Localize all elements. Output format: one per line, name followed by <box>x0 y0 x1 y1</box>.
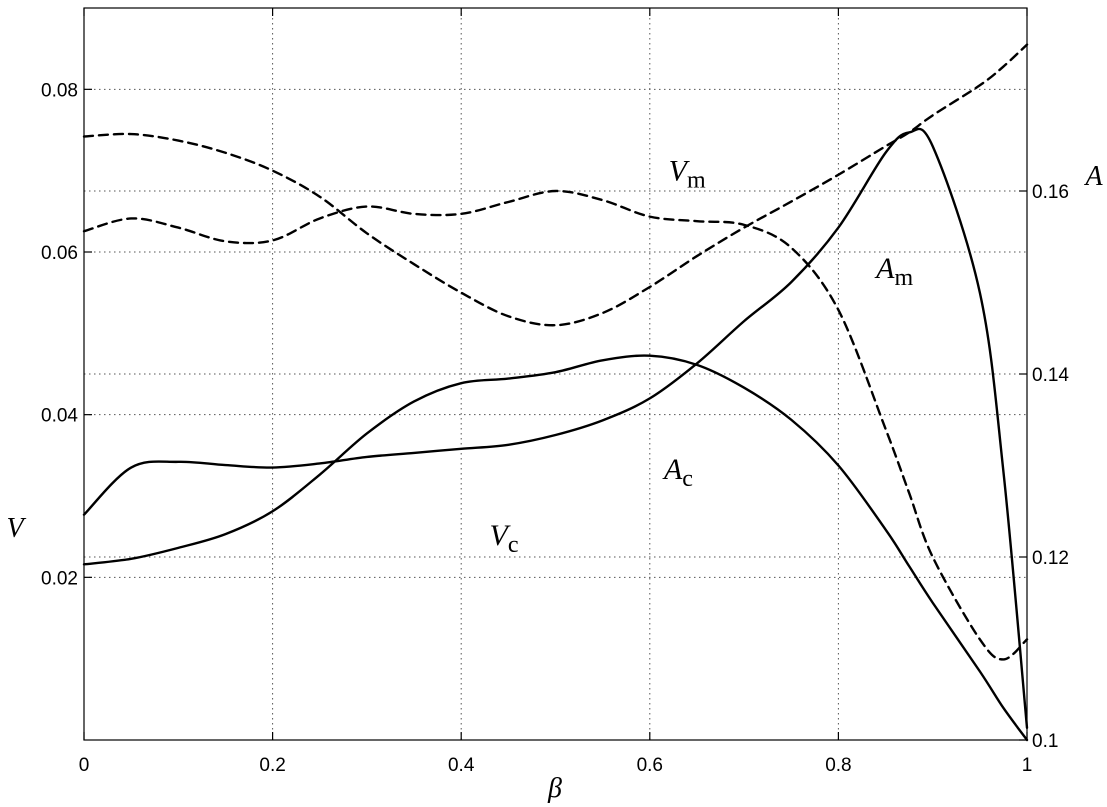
y-right-tick-label: 0.12 <box>1032 548 1069 569</box>
x-tick-label: 0 <box>79 755 90 776</box>
y-right-tick-label: 0.16 <box>1032 182 1069 203</box>
series-line-a-c <box>82 354 1029 742</box>
y-right-tick-label: 0.1 <box>1032 731 1058 752</box>
x-tick-label: 0.2 <box>259 755 285 776</box>
x-tick-label: 1 <box>1022 755 1033 776</box>
y-right-tick-label: 0.14 <box>1032 365 1069 386</box>
y-axis-right-title: A <box>1083 161 1103 192</box>
series-label-a-c: Ac <box>662 453 693 492</box>
tick-layer: 0 0.2 0.4 0.6 0.8 1 0.02 0.04 0.06 0.08 0.1 0.12 0.1… <box>41 8 1069 776</box>
label-layer: Am Ac Vm Vc <box>489 154 913 557</box>
x-tick-label: 0.4 <box>448 755 475 776</box>
y-left-tick-label: 0.04 <box>41 406 78 427</box>
series-line-a-m <box>82 189 1029 661</box>
x-tick-label: 0.6 <box>637 755 663 776</box>
series-label-v-m: Vm <box>669 154 706 193</box>
y-left-tick-label: 0.08 <box>41 80 78 101</box>
series-layer <box>82 43 1029 742</box>
series-line-v-m <box>82 43 1029 327</box>
series-label-a-m: Am <box>874 252 913 291</box>
y-axis-left-title: V <box>6 513 26 544</box>
x-axis-title: β <box>547 773 562 804</box>
y-left-tick-label: 0.02 <box>41 568 78 589</box>
y-left-tick-label: 0.06 <box>41 243 78 264</box>
x-tick-label: 0.8 <box>825 755 851 776</box>
grid-layer <box>84 8 1027 741</box>
series-line-v-c <box>82 127 1029 729</box>
series-label-v-c: Vc <box>489 519 518 558</box>
